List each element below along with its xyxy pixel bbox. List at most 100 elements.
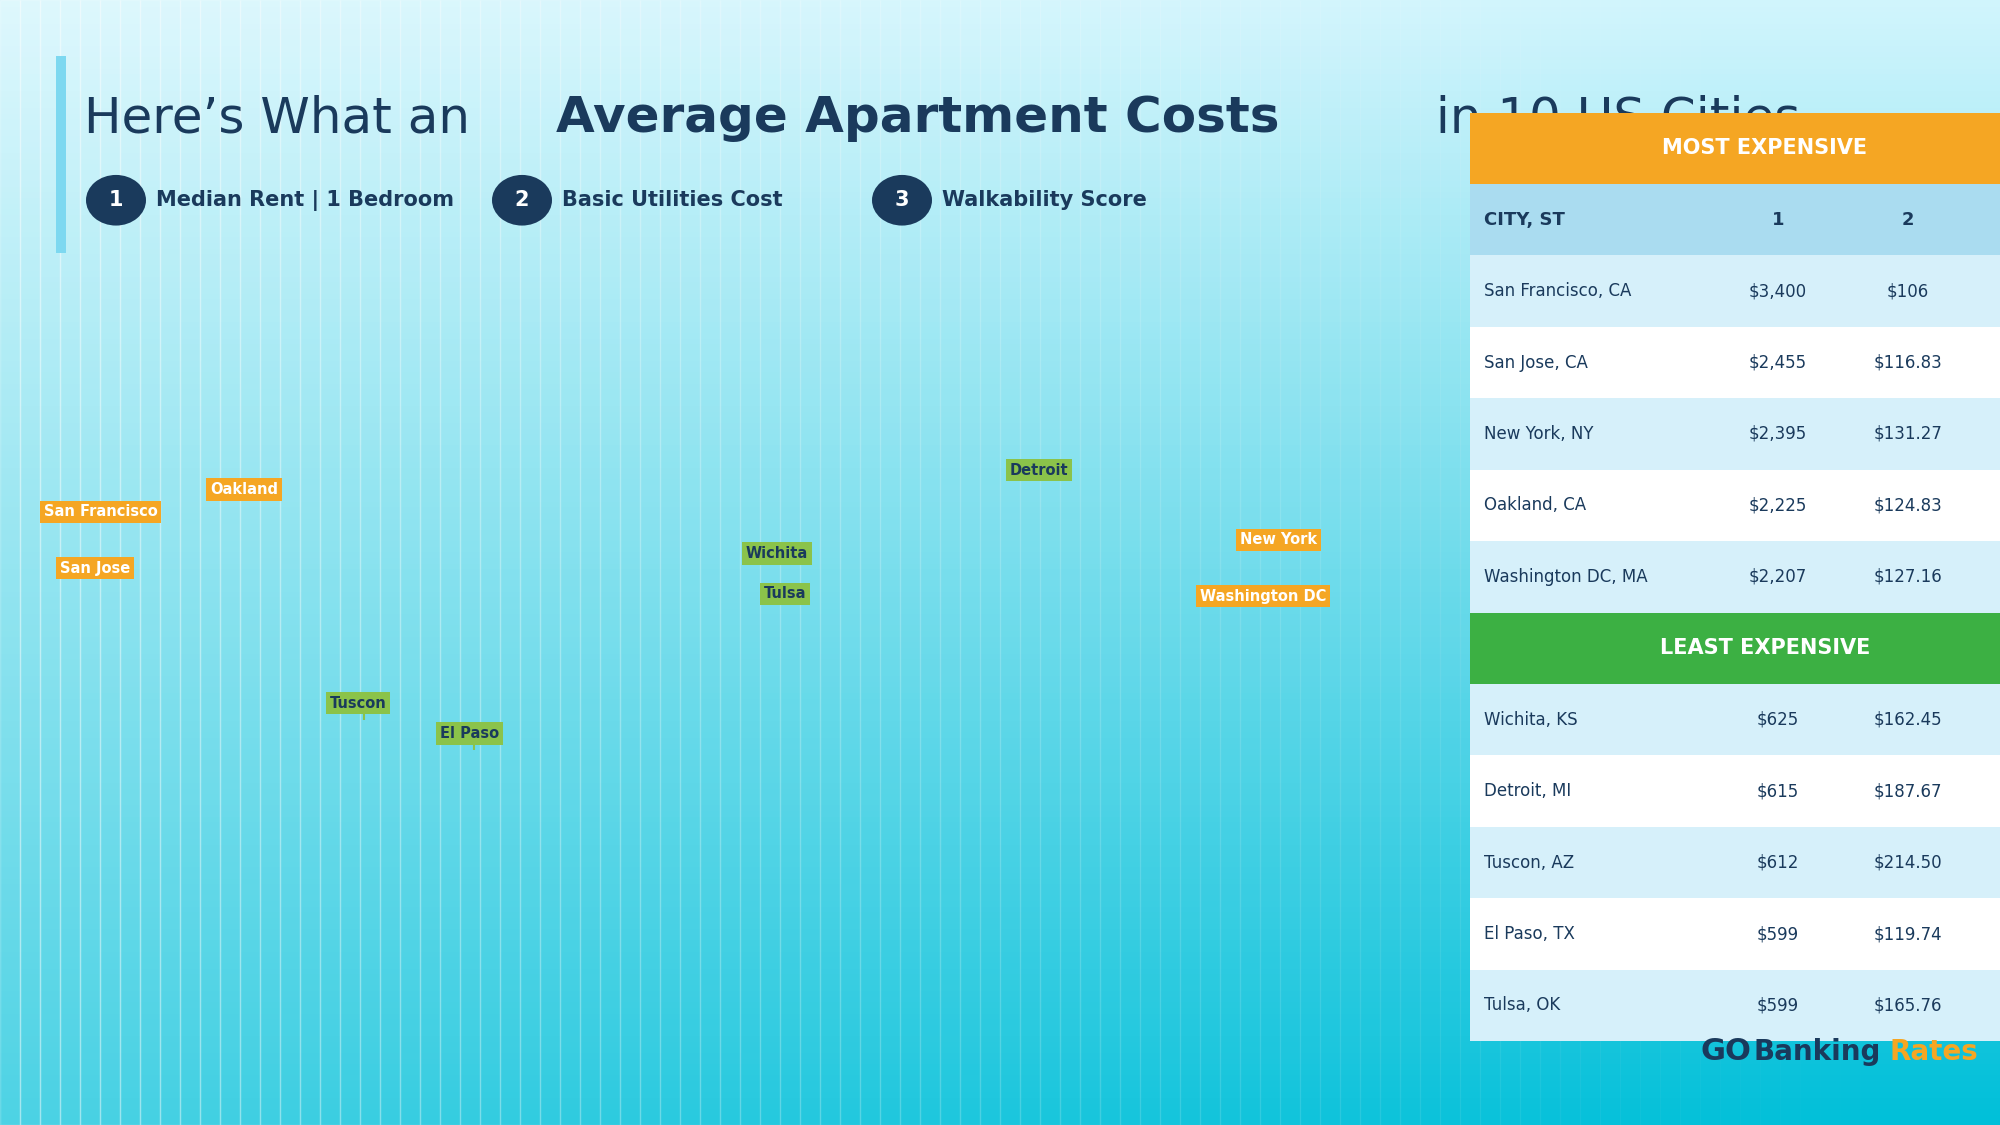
Bar bbox=[1980, 0, 2000, 1125]
Bar bbox=[0, 90, 2000, 96]
Bar bbox=[1540, 0, 1560, 1125]
Bar bbox=[160, 0, 180, 1125]
FancyBboxPatch shape bbox=[1836, 827, 1980, 898]
Text: Wichita, KS: Wichita, KS bbox=[1484, 711, 1578, 729]
Polygon shape bbox=[1018, 614, 1218, 655]
Bar bbox=[120, 0, 140, 1125]
Text: San Jose, CA: San Jose, CA bbox=[1484, 353, 1588, 371]
Bar bbox=[680, 0, 700, 1125]
Bar bbox=[1240, 0, 1260, 1125]
Text: Tuscon: Tuscon bbox=[330, 695, 386, 711]
Polygon shape bbox=[914, 714, 988, 857]
Bar bbox=[0, 551, 2000, 557]
Text: in 10 US Cities: in 10 US Cities bbox=[1420, 94, 1800, 142]
Bar bbox=[0, 608, 2000, 613]
Bar bbox=[0, 968, 2000, 973]
Bar bbox=[0, 540, 2000, 546]
Bar bbox=[920, 0, 940, 1125]
Bar bbox=[1360, 0, 1380, 1125]
Bar bbox=[0, 726, 2000, 731]
Text: $625: $625 bbox=[1756, 711, 1800, 729]
Bar bbox=[0, 6, 2000, 11]
Text: Washington DC, MA: Washington DC, MA bbox=[1484, 568, 1648, 586]
Text: $615: $615 bbox=[1756, 782, 1800, 800]
Text: $2,225: $2,225 bbox=[1748, 496, 1808, 514]
Bar bbox=[660, 0, 680, 1125]
Polygon shape bbox=[1092, 498, 1230, 575]
Bar bbox=[0, 84, 2000, 90]
Polygon shape bbox=[952, 388, 1046, 516]
Polygon shape bbox=[284, 655, 420, 825]
Bar bbox=[0, 169, 2000, 174]
Bar bbox=[0, 602, 2000, 608]
Bar bbox=[0, 1102, 2000, 1108]
Bar bbox=[0, 568, 2000, 574]
Text: $131.27: $131.27 bbox=[1874, 425, 1942, 443]
Text: 2: 2 bbox=[1902, 210, 1914, 228]
Polygon shape bbox=[880, 640, 1060, 670]
Bar bbox=[420, 0, 440, 1125]
FancyBboxPatch shape bbox=[1836, 255, 1980, 326]
FancyBboxPatch shape bbox=[1470, 898, 1720, 970]
Bar bbox=[60, 0, 80, 1125]
FancyBboxPatch shape bbox=[1980, 398, 2000, 470]
FancyBboxPatch shape bbox=[1980, 827, 2000, 898]
Bar bbox=[140, 0, 160, 1125]
Text: Detroit, MI: Detroit, MI bbox=[1484, 782, 1572, 800]
Polygon shape bbox=[586, 566, 750, 655]
Polygon shape bbox=[834, 493, 928, 655]
Bar bbox=[980, 0, 1000, 1125]
Bar bbox=[1260, 0, 1280, 1125]
Bar bbox=[0, 636, 2000, 641]
Bar bbox=[0, 692, 2000, 698]
Bar bbox=[0, 506, 2000, 512]
FancyBboxPatch shape bbox=[1980, 183, 2000, 255]
Bar bbox=[0, 472, 2000, 478]
Bar bbox=[0, 759, 2000, 765]
Bar bbox=[0, 56, 2000, 62]
Bar bbox=[0, 990, 2000, 996]
Bar bbox=[240, 0, 260, 1125]
FancyBboxPatch shape bbox=[1470, 970, 1720, 1042]
Bar bbox=[0, 1012, 2000, 1018]
FancyBboxPatch shape bbox=[1720, 326, 1836, 398]
Text: Basic Utilities Cost: Basic Utilities Cost bbox=[562, 190, 782, 210]
Text: San Francisco: San Francisco bbox=[44, 504, 158, 520]
Bar bbox=[560, 0, 580, 1125]
Bar bbox=[0, 1041, 2000, 1046]
Text: New York: New York bbox=[1240, 532, 1318, 548]
Polygon shape bbox=[830, 714, 914, 854]
Bar bbox=[0, 703, 2000, 709]
Bar bbox=[700, 0, 720, 1125]
Bar bbox=[1640, 0, 1660, 1125]
Bar bbox=[1520, 0, 1540, 1125]
Bar bbox=[0, 911, 2000, 917]
Bar bbox=[1760, 0, 1780, 1125]
Polygon shape bbox=[760, 670, 876, 774]
Bar bbox=[0, 34, 2000, 39]
Polygon shape bbox=[54, 388, 244, 507]
Bar bbox=[1380, 0, 1400, 1125]
Polygon shape bbox=[1260, 418, 1328, 486]
Polygon shape bbox=[1026, 709, 1140, 803]
Polygon shape bbox=[52, 321, 256, 404]
Bar bbox=[0, 529, 2000, 534]
Bar bbox=[0, 1046, 2000, 1052]
Bar bbox=[0, 799, 2000, 804]
Bar bbox=[0, 253, 2000, 259]
Bar bbox=[0, 422, 2000, 428]
Bar bbox=[380, 0, 400, 1125]
Text: $162.45: $162.45 bbox=[1874, 711, 1942, 729]
Bar bbox=[0, 652, 2000, 658]
Text: 3: 3 bbox=[894, 190, 910, 210]
Bar bbox=[0, 0, 20, 1125]
FancyBboxPatch shape bbox=[1470, 398, 1720, 470]
Bar bbox=[1960, 0, 1980, 1125]
Polygon shape bbox=[538, 388, 704, 477]
Bar bbox=[0, 79, 2000, 84]
Bar bbox=[0, 405, 2000, 411]
Bar bbox=[80, 0, 100, 1125]
Bar bbox=[1420, 0, 1440, 1125]
Bar bbox=[300, 0, 320, 1125]
Bar bbox=[1460, 0, 1480, 1125]
